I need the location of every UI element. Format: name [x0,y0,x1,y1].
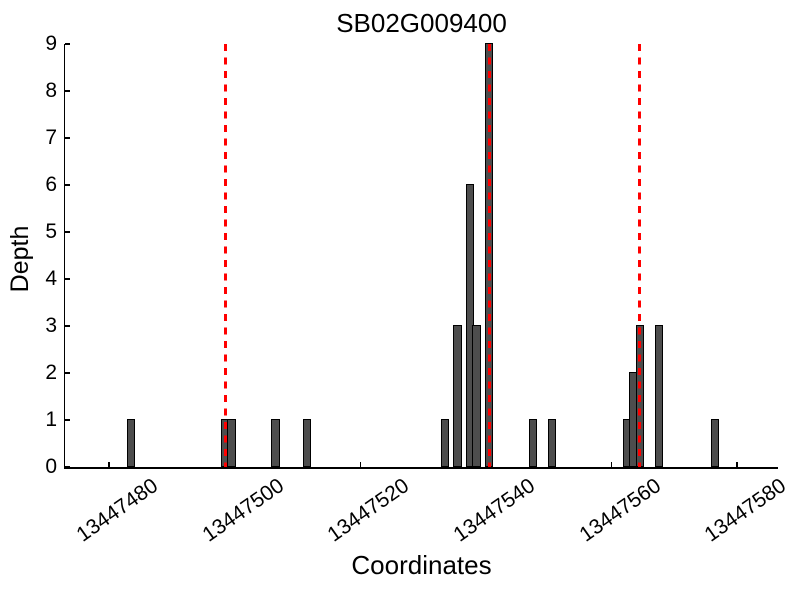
x-axis-label: Coordinates [351,550,492,580]
y-tick-label: 8 [45,79,57,102]
x-tick [359,462,361,467]
y-tick-label: 1 [45,408,57,431]
y-tick [65,419,70,421]
y-tick [65,231,70,233]
bar [302,419,311,467]
bar [472,325,481,467]
vline-dashed [223,44,227,467]
y-tick-label: 7 [45,126,57,149]
vline-dashed [487,44,491,467]
bar [453,325,462,467]
y-tick [65,137,70,139]
bar [227,419,236,467]
chart-title: SB02G009400 [336,8,507,38]
bar [440,419,450,467]
y-tick [65,325,70,327]
y-tick-label: 2 [45,361,57,384]
y-tick [65,43,70,45]
bar [126,419,136,467]
y-tick [65,184,70,186]
bar [528,419,538,467]
y-tick [65,278,70,280]
y-tick-label: 4 [45,267,57,290]
y-axis-spine [63,44,65,469]
x-tick [108,462,110,467]
bar [547,419,556,467]
y-tick [65,372,70,374]
bar [271,419,280,467]
y-tick-label: 5 [45,220,57,243]
vline-dashed [638,44,642,467]
bar [711,419,720,467]
y-tick-label: 9 [45,32,57,55]
bar [654,325,663,467]
y-tick-label: 0 [45,455,57,478]
x-tick [736,462,738,467]
x-tick [610,462,613,467]
y-tick-label: 3 [45,314,57,337]
y-tick-label: 6 [45,173,57,196]
y-tick [65,90,70,92]
x-axis-spine [63,467,778,469]
